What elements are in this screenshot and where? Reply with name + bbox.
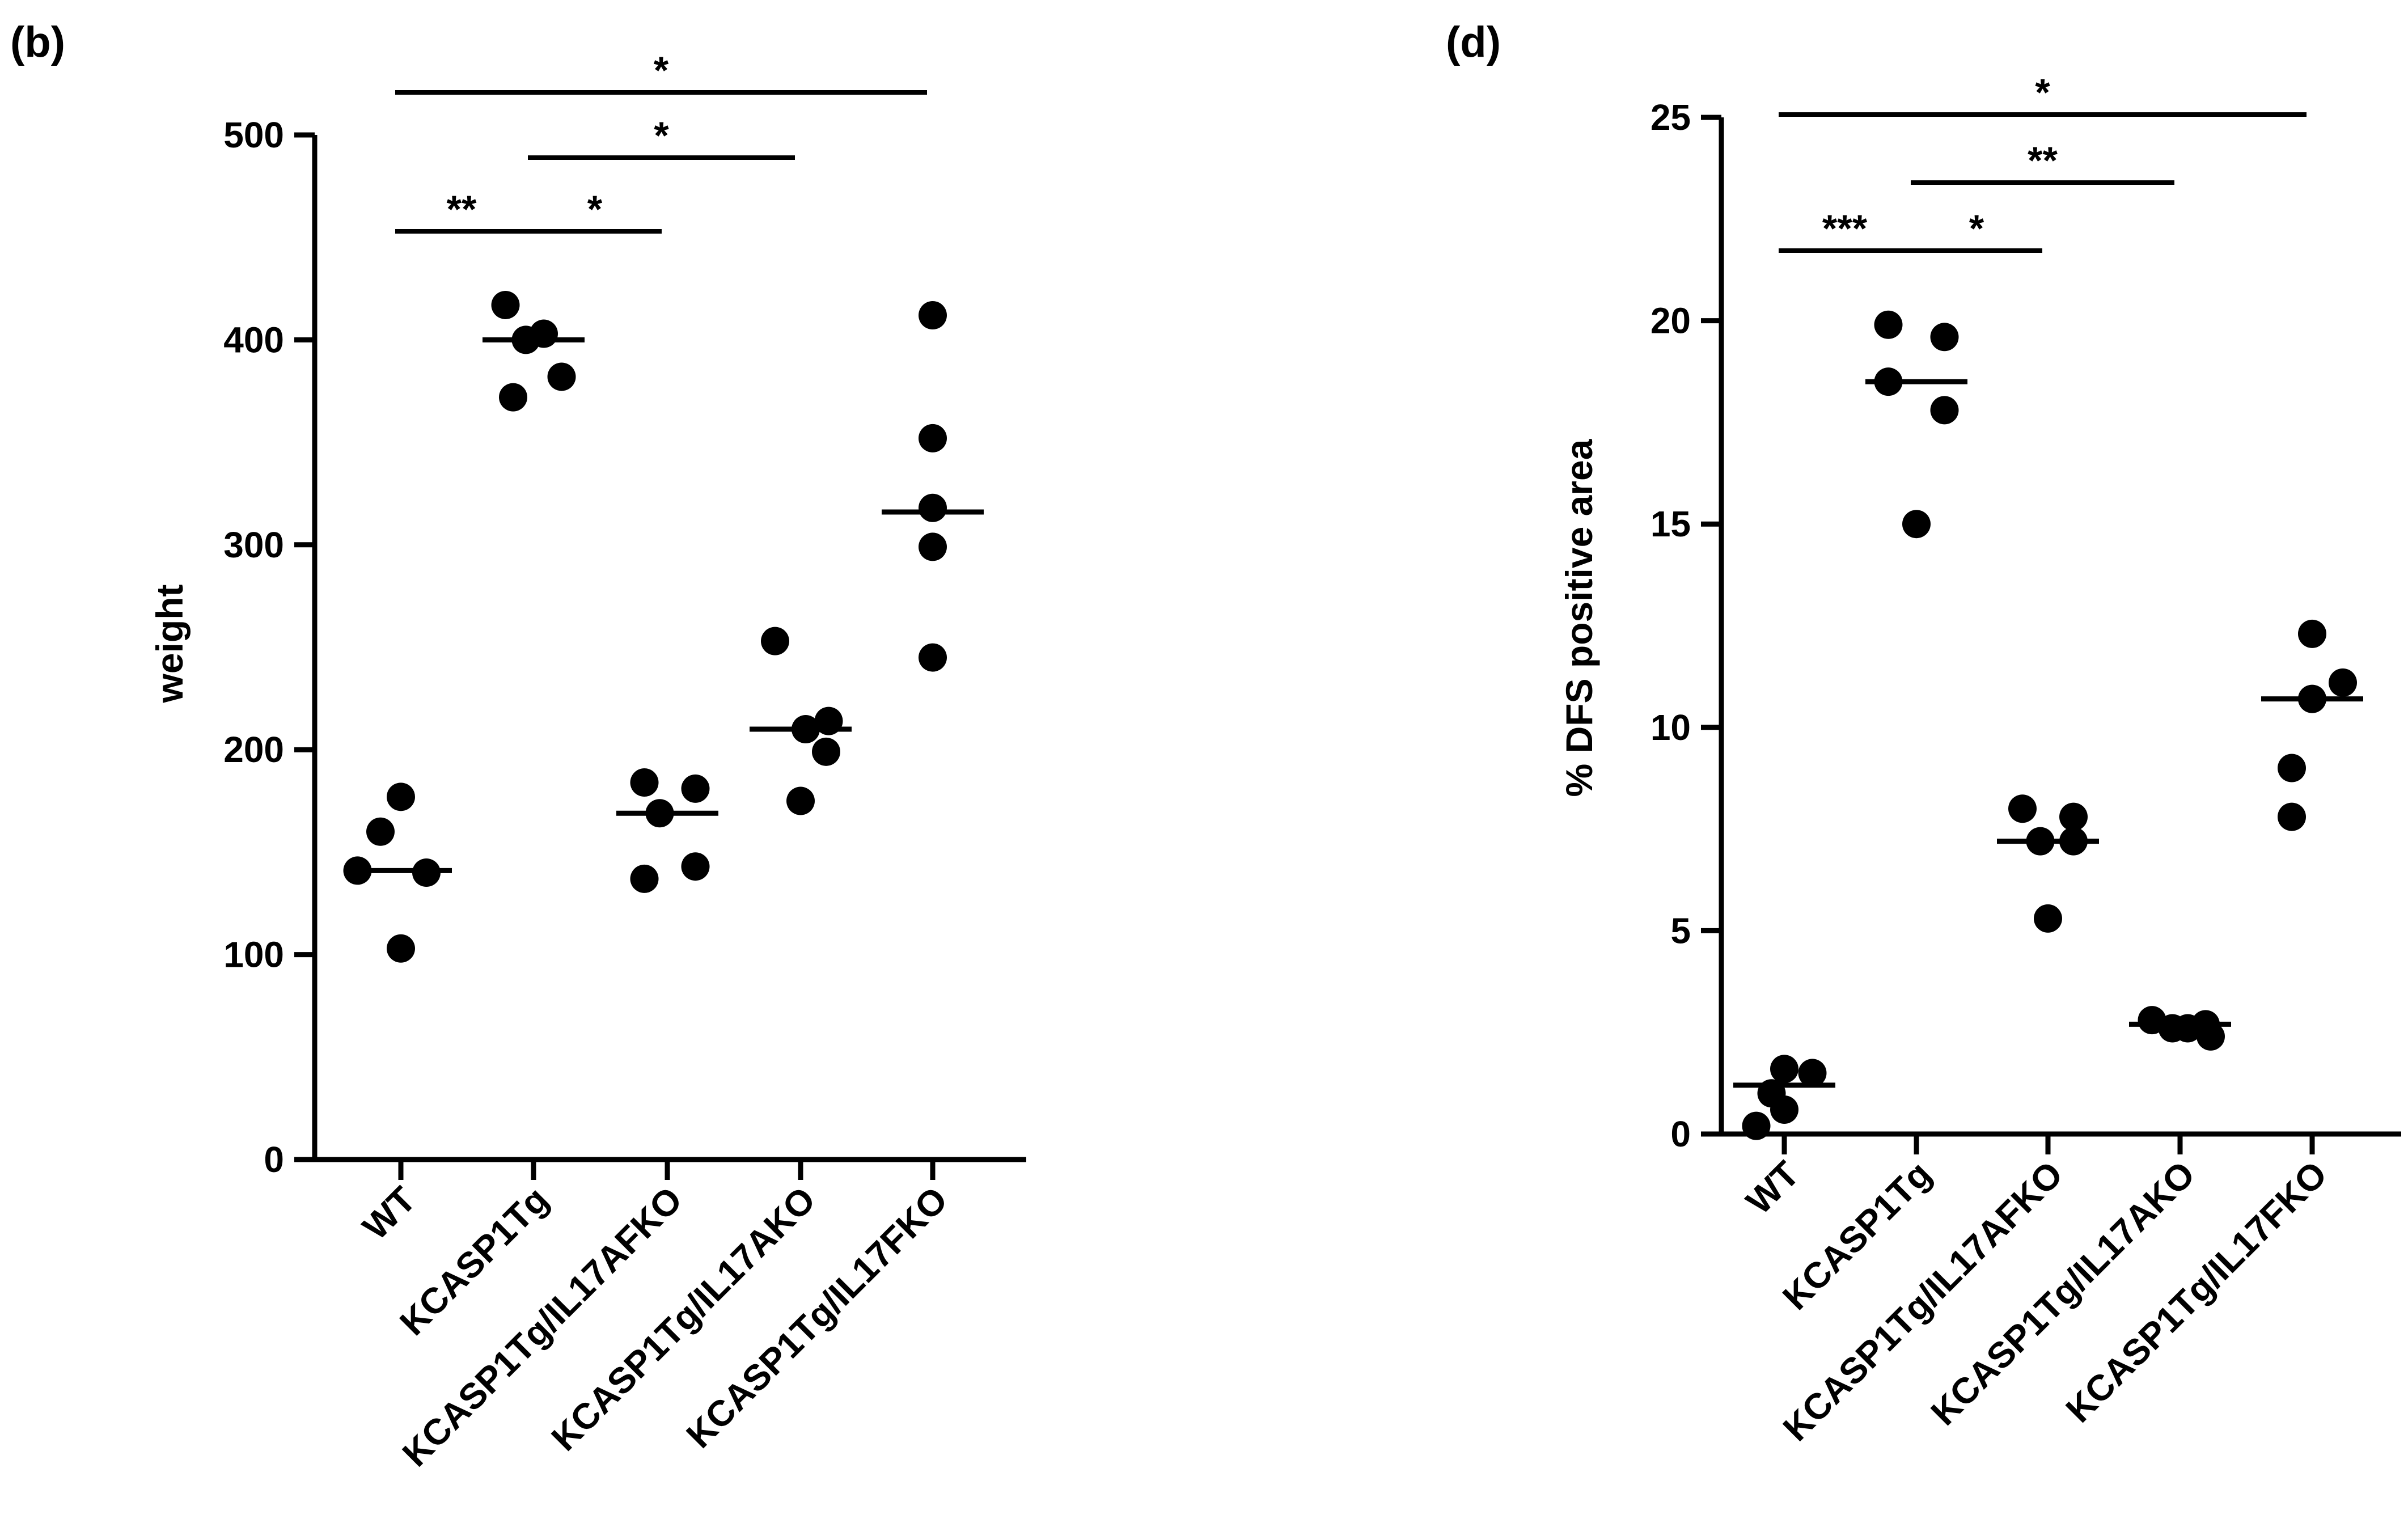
- panel-b-point-5: [919, 301, 947, 330]
- panel-b-x-tick-label: KCASP1Tg/IL17FKO: [678, 1179, 955, 1456]
- panel-d-point-2: [1930, 323, 1959, 352]
- panel-b-point-3: [681, 852, 710, 881]
- panel-d-point-1: [1798, 1059, 1827, 1088]
- panel-d-x-tick-label: WT: [1738, 1153, 1807, 1222]
- panel-d-point-3: [2034, 904, 2062, 933]
- panel-b-point-1: [387, 782, 415, 811]
- panel-b-significance-label: *: [587, 188, 603, 231]
- panel-b-point-4: [812, 737, 840, 766]
- panel-b-point-2: [499, 383, 527, 412]
- panel-b-point-5: [919, 643, 947, 672]
- panel-b-point-3: [630, 864, 659, 893]
- panel-b-y-tick-label: 0: [264, 1139, 284, 1180]
- panel-d-point-3: [2008, 794, 2037, 823]
- panel-b-x-tick-label: WT: [355, 1179, 424, 1247]
- panel-b-point-1: [366, 817, 395, 846]
- panel-d-x-tick-label: KCASP1Tg/IL17FKO: [2058, 1153, 2334, 1430]
- panel-d-point-1: [1770, 1055, 1798, 1084]
- panel-b-point-5: [919, 532, 947, 561]
- panel-b-significance-label: *: [654, 114, 669, 157]
- panel-b-point-3: [630, 768, 659, 797]
- panel-d-significance-label: *: [2035, 71, 2050, 114]
- panel-d-significance-label: *: [1969, 207, 1984, 250]
- panel-d-point-4: [2197, 1022, 2225, 1051]
- panel-b-point-2: [491, 290, 520, 319]
- panel-b-point-4: [786, 786, 815, 815]
- panel-b-point-1: [387, 934, 415, 963]
- panel-d-point-5: [2278, 754, 2306, 782]
- panel-b-label: (b): [10, 18, 65, 66]
- panel-d-point-2: [1902, 510, 1931, 539]
- panel-d-y-tick-label: 0: [1670, 1114, 1691, 1154]
- panel-b-point-2: [547, 362, 576, 391]
- panel-b-x-tick-label: KCASP1Tg/IL17AKO: [543, 1179, 823, 1458]
- panel-b-y-tick-label: 200: [223, 729, 284, 770]
- panel-d-point-5: [2298, 619, 2326, 648]
- panel-d-x-tick-label: KCASP1Tg/IL17AKO: [1923, 1153, 2202, 1433]
- panel-d-y-axis-title: % DFS positive area: [1558, 438, 1600, 797]
- panel-b-y-tick-label: 100: [223, 934, 284, 975]
- panel-b-chart: (b) weight 0100200300400500WTKCASP1TgKCA…: [10, 18, 1026, 1474]
- panel-d-y-tick-label: 25: [1651, 97, 1691, 138]
- panel-d-y-tick-label: 15: [1651, 504, 1691, 544]
- panel-b-y-tick-label: 300: [223, 524, 284, 565]
- panel-b-point-3: [681, 774, 710, 803]
- panel-d-point-5: [2329, 668, 2357, 697]
- panel-d-significance-label: ***: [1822, 207, 1868, 250]
- panel-d-y-tick-label: 10: [1651, 707, 1691, 748]
- panel-b-y-tick-label: 400: [223, 319, 284, 360]
- panel-b-point-5: [919, 424, 947, 452]
- panel-b-x-tick-label: KCASP1Tg/IL17AFKO: [395, 1179, 690, 1474]
- panel-d-significance-label: **: [2028, 139, 2058, 182]
- panel-b-y-tick-label: 500: [223, 115, 284, 155]
- panel-d-point-1: [1742, 1111, 1771, 1140]
- panel-b-y-axis-title: weight: [149, 584, 191, 703]
- panel-d-chart: (d) % DFS positive area 0 5 10 15 20 25 WT KCAS…: [1446, 18, 2401, 1449]
- panel-d-point-3: [2059, 802, 2088, 831]
- panel-b-significance-label: **: [447, 188, 477, 231]
- panel-b-significance-label: *: [654, 49, 669, 92]
- panel-d-label: (d): [1446, 18, 1501, 66]
- panel-b-point-5: [919, 493, 947, 522]
- panel-b-point-4: [761, 627, 789, 655]
- panel-d-point-2: [1874, 310, 1903, 339]
- panel-d-point-4: [2173, 1014, 2202, 1043]
- panel-d-y-tick-label: 5: [1670, 910, 1691, 951]
- panel-d-point-1: [1770, 1095, 1798, 1124]
- panel-d-point-2: [1930, 396, 1959, 425]
- panel-d-point-5: [2278, 802, 2306, 831]
- panel-d-y-tick-label: 20: [1651, 301, 1691, 341]
